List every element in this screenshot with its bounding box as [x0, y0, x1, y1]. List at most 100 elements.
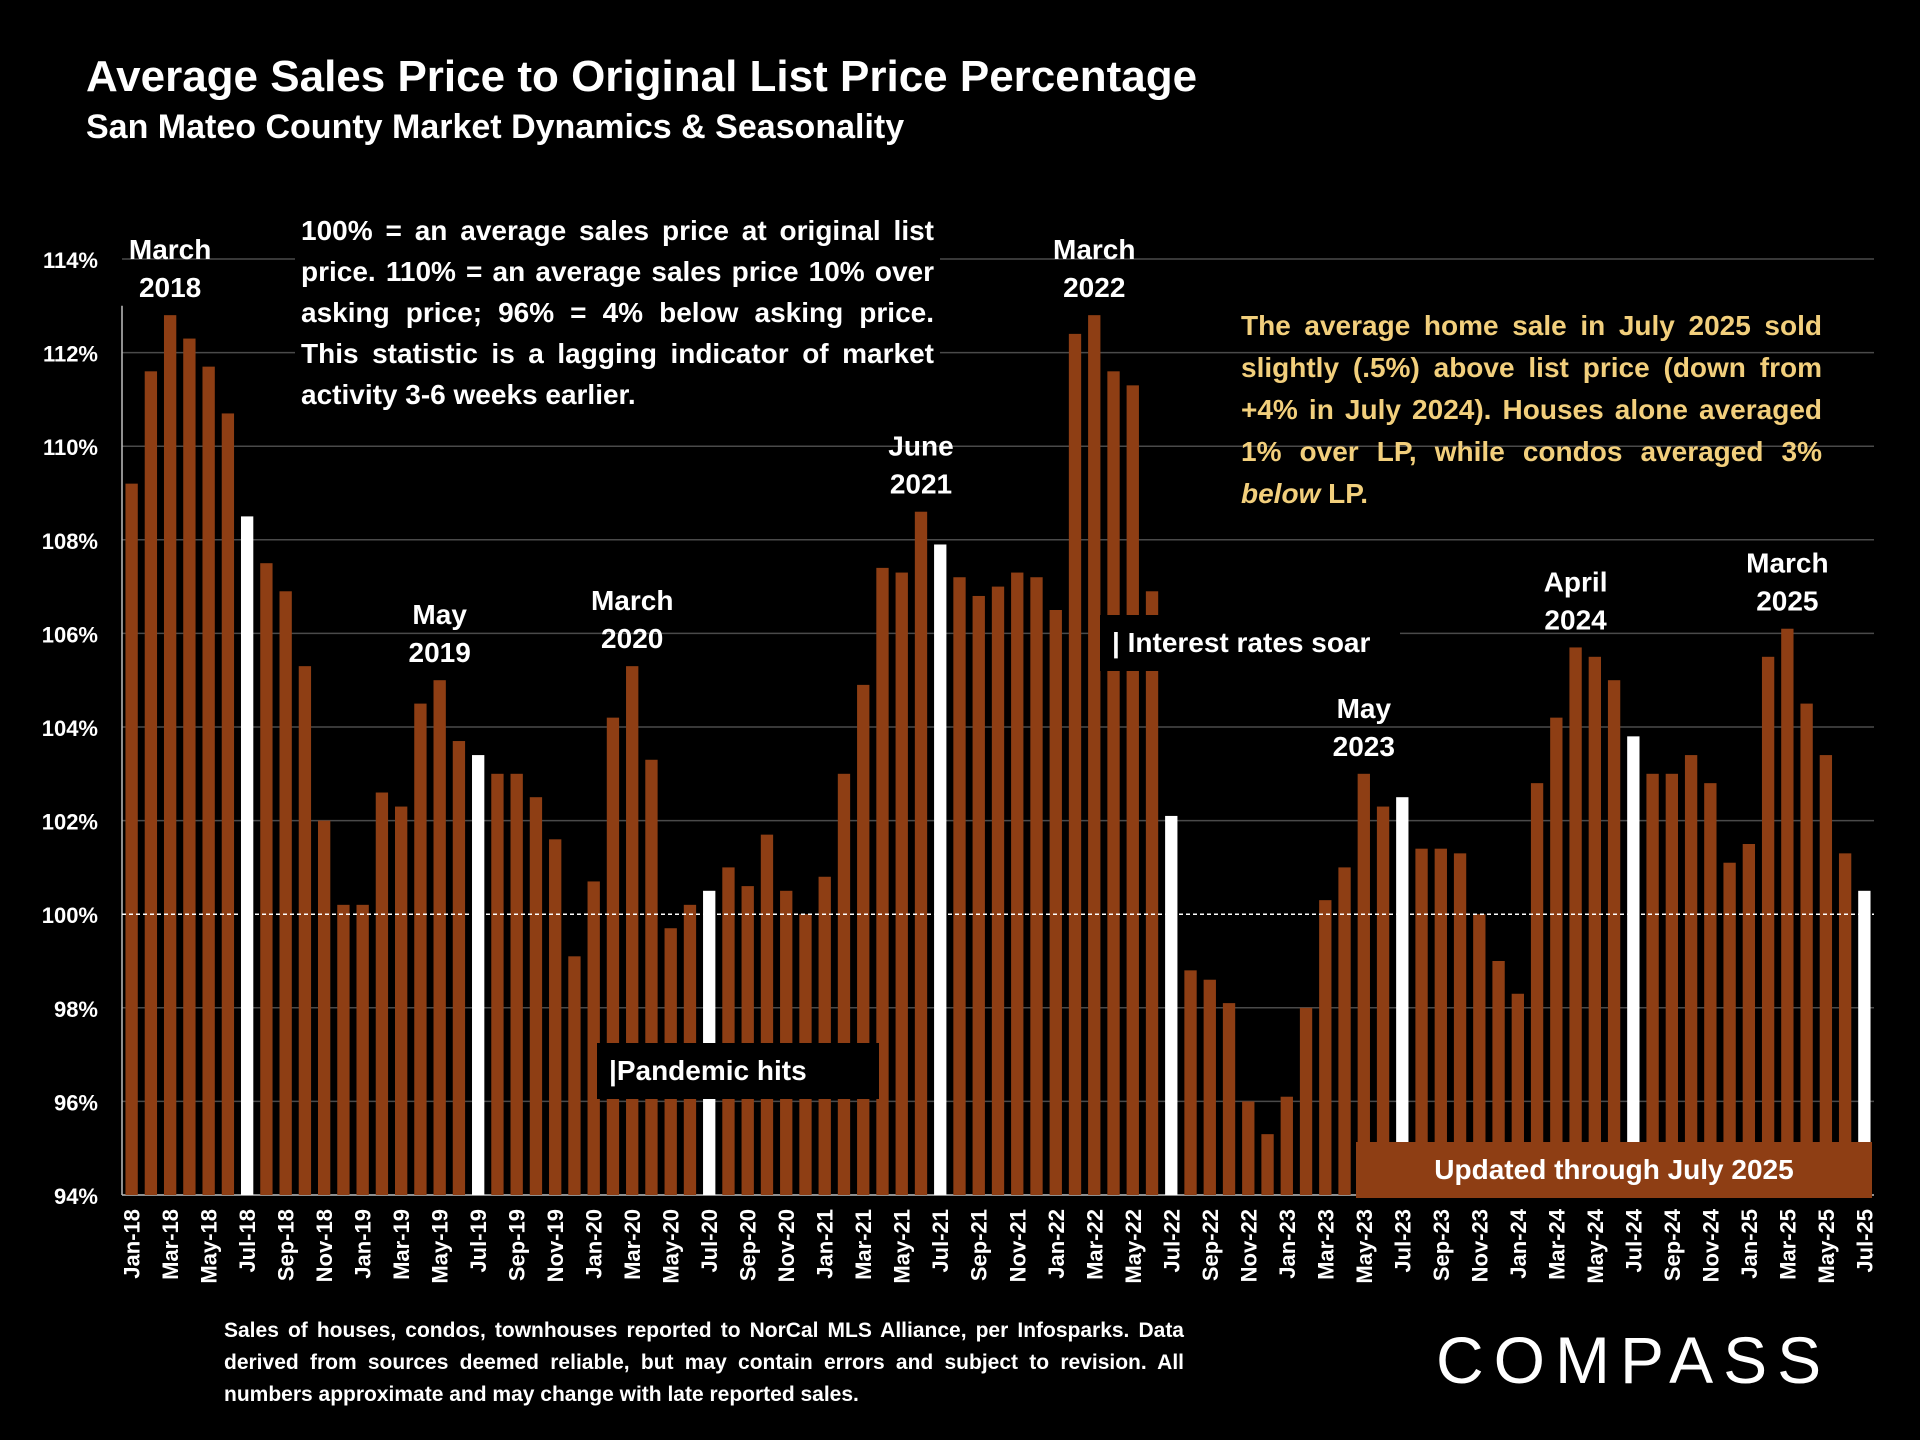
bar	[1299, 1007, 1313, 1195]
x-tick-label: Nov-19	[543, 1209, 568, 1282]
chart-title: Average Sales Price to Original List Pri…	[86, 52, 1198, 101]
peak-label-year: 2018	[139, 272, 201, 303]
x-tick-label: May-21	[890, 1209, 915, 1284]
bar	[298, 666, 312, 1195]
bar	[876, 567, 889, 1195]
peak-label-year: 2025	[1756, 586, 1818, 617]
x-tick-label: Mar-18	[158, 1209, 183, 1280]
bar	[1107, 371, 1120, 1195]
bar	[1838, 853, 1852, 1195]
bar	[1800, 703, 1813, 1195]
x-tick-label: Mar-22	[1082, 1209, 1107, 1280]
bar	[1627, 736, 1640, 1195]
bar	[606, 717, 620, 1195]
bar	[1049, 610, 1062, 1195]
y-tick-label: 98%	[54, 997, 98, 1022]
peak-labels: March 2018 May 2019 March 2020 June 2021 March 20…	[129, 234, 1829, 762]
summary-part1: The average home sale in July 2025 sold …	[1241, 310, 1822, 467]
bar	[317, 820, 331, 1195]
peak-label-year: 2024	[1544, 604, 1607, 635]
x-tick-label: Mar-21	[851, 1209, 876, 1280]
bar	[433, 680, 446, 1195]
bar	[1723, 862, 1736, 1195]
bar	[991, 586, 1005, 1195]
bar	[1819, 755, 1833, 1195]
bar	[472, 755, 485, 1195]
bar	[1665, 773, 1679, 1195]
bar	[1588, 656, 1601, 1195]
bar	[818, 876, 831, 1195]
x-tick-label: Nov-18	[312, 1209, 337, 1282]
x-tick-label: Mar-23	[1313, 1209, 1338, 1280]
definition-note-text: 100% = an average sales price at origina…	[301, 215, 934, 410]
interest-rates-annotation: | Interest rates soar	[1100, 615, 1400, 671]
y-tick-label: 94%	[54, 1184, 98, 1209]
bar	[375, 792, 389, 1195]
bar	[452, 741, 466, 1195]
bar	[1338, 867, 1351, 1195]
bar	[279, 591, 292, 1195]
bar	[760, 834, 774, 1195]
bar	[163, 315, 177, 1195]
bar	[1165, 815, 1178, 1195]
bar	[780, 890, 793, 1195]
x-tick-label: Sep-23	[1429, 1209, 1454, 1281]
x-tick-label: Sep-22	[1198, 1209, 1223, 1281]
y-tick-label: 102%	[42, 810, 98, 835]
bar	[1357, 773, 1370, 1195]
bar	[1569, 647, 1582, 1195]
y-tick-label: 114%	[43, 248, 98, 273]
x-tick-label: Nov-20	[774, 1209, 799, 1282]
x-tick-label: May-18	[197, 1209, 222, 1284]
x-axis: Jan-18 Mar-18 May-18 Jul-18 Sep-18 Nov-18 Jan-…	[120, 1208, 1878, 1283]
bar	[934, 544, 947, 1195]
bar	[1030, 577, 1043, 1195]
bar	[125, 483, 138, 1195]
x-tick-label: Jan-21	[813, 1209, 838, 1279]
bar	[144, 371, 158, 1195]
bar	[1145, 591, 1159, 1195]
bar	[857, 684, 870, 1195]
bar	[1530, 783, 1544, 1195]
peak-label-month: March	[591, 585, 673, 616]
x-tick-label: Sep-20	[736, 1209, 761, 1281]
y-tick-label: 112%	[43, 342, 98, 367]
peak-label-year: 2020	[601, 623, 663, 654]
bar	[491, 773, 504, 1195]
bar	[1203, 979, 1216, 1195]
x-tick-label: Jan-25	[1737, 1209, 1762, 1279]
y-tick-label: 100%	[42, 903, 98, 928]
bar	[395, 806, 408, 1195]
bar	[1415, 848, 1428, 1195]
x-tick-label: Sep-19	[505, 1209, 530, 1281]
x-tick-label: Jul-24	[1621, 1208, 1646, 1272]
bar	[1607, 680, 1621, 1195]
bar	[1068, 333, 1082, 1195]
bar	[972, 595, 985, 1195]
bar	[1453, 853, 1467, 1195]
peak-label-year: 2021	[890, 469, 952, 500]
bar	[1761, 656, 1775, 1195]
x-tick-label: May-23	[1352, 1209, 1377, 1284]
bar	[202, 366, 215, 1195]
pandemic-annotation: |Pandemic hits	[597, 1043, 879, 1099]
x-tick-label: Sep-18	[274, 1209, 299, 1281]
peak-label-month: March	[1746, 548, 1828, 579]
bar	[1434, 848, 1447, 1195]
bar	[1280, 1096, 1293, 1195]
x-tick-label: Jul-21	[928, 1209, 953, 1273]
x-tick-label: Jan-22	[1044, 1209, 1069, 1279]
x-tick-label: Jan-24	[1506, 1208, 1531, 1278]
bar	[1088, 315, 1101, 1195]
peak-label-year: 2023	[1333, 731, 1395, 762]
x-tick-label: Jul-25	[1852, 1209, 1877, 1273]
x-tick-label: Jul-18	[235, 1209, 260, 1273]
bar	[1742, 844, 1756, 1195]
updated-through-label: Updated through July 2025	[1356, 1142, 1872, 1198]
x-tick-label: Nov-22	[1236, 1209, 1261, 1282]
bar	[1184, 970, 1197, 1195]
bar	[1684, 755, 1698, 1195]
bar	[529, 797, 543, 1195]
bar	[1376, 806, 1390, 1195]
pandemic-annotation-text: |Pandemic hits	[609, 1055, 807, 1086]
